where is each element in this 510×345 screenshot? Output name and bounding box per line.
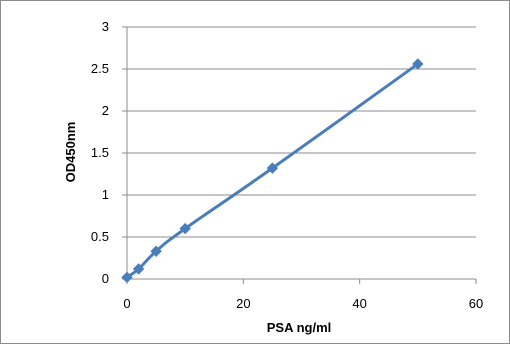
- y-tick-label: 3: [102, 19, 109, 34]
- axes: [122, 26, 477, 284]
- x-tick-label: 40: [352, 296, 366, 311]
- data-point-marker: [266, 162, 279, 174]
- x-tick-label: 60: [469, 296, 483, 311]
- x-axis-title: PSA ng/ml: [267, 320, 332, 335]
- y-tick-label: 2: [102, 103, 109, 118]
- y-tick-label: 1.5: [91, 145, 109, 160]
- y-tick-label: 2.5: [91, 61, 109, 76]
- data-point-marker: [412, 58, 424, 70]
- x-tick-label: 20: [236, 296, 250, 311]
- x-tick-label: 0: [123, 296, 130, 311]
- y-axis-title: OD450nm: [63, 122, 78, 183]
- gridlines: [127, 26, 476, 238]
- data-point-marker: [132, 263, 145, 275]
- tick-labels: 0 0.5 1 1.5 2 2.5 3 0 20 40 60: [91, 19, 483, 311]
- data-point-marker: [121, 271, 133, 284]
- data-point-marker: [150, 245, 162, 257]
- data-point-marker: [179, 222, 191, 235]
- data-series: [121, 58, 424, 284]
- y-tick-label: 0.5: [91, 229, 109, 244]
- y-tick-label: 1: [102, 187, 109, 202]
- y-tick-label: 0: [102, 271, 109, 286]
